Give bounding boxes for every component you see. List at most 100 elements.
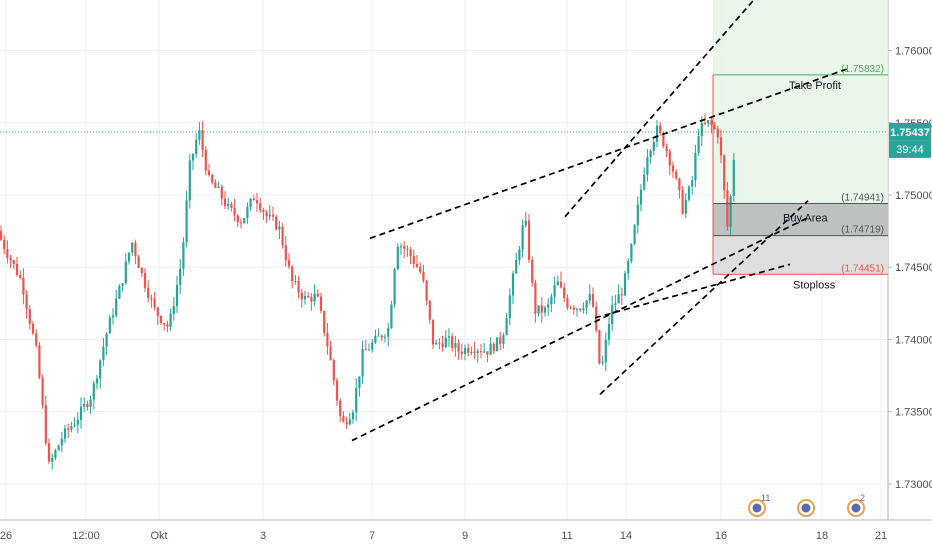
candle-body	[115, 298, 118, 316]
candle-body	[140, 268, 143, 274]
candle-body	[719, 137, 723, 156]
candle-body	[255, 200, 259, 204]
event-flag-icon	[851, 503, 861, 513]
price-badge-value: 1.75437	[890, 127, 930, 139]
candle-body	[297, 281, 300, 293]
y-tick-label: 1.75000	[895, 190, 932, 202]
candle-body	[627, 261, 630, 274]
candle-body	[505, 318, 508, 336]
trend-line[interactable]	[369, 67, 851, 240]
candle-body	[6, 249, 9, 258]
candle-body	[422, 271, 425, 281]
candle-body	[28, 309, 31, 324]
candle-body	[684, 199, 687, 214]
candle-body	[367, 349, 371, 351]
level-value-label: (1.74941)	[841, 193, 884, 204]
candle-body	[355, 388, 358, 413]
candle-body	[19, 275, 22, 278]
candle-body	[393, 269, 396, 305]
candle-body	[579, 308, 582, 311]
candle-body	[431, 319, 435, 345]
candle-body	[473, 351, 476, 353]
candle-body	[307, 296, 310, 298]
candle-body	[572, 307, 575, 310]
candle-body	[291, 266, 294, 282]
candle-body	[121, 283, 124, 286]
candle-body	[659, 125, 662, 134]
trend-line[interactable]	[599, 200, 809, 395]
y-tick-label: 1.73000	[895, 479, 932, 491]
x-tick-label: 21	[875, 530, 887, 542]
take-profit-label: Take Profit	[789, 80, 841, 92]
candle-body	[377, 335, 380, 337]
event-count: 2	[860, 493, 865, 503]
candle-body	[86, 403, 89, 408]
candle-body	[294, 281, 297, 283]
candle-body	[403, 246, 406, 249]
candle-body	[374, 335, 377, 343]
candle-body	[521, 225, 524, 250]
risk-zone	[713, 235, 888, 275]
candle-body	[515, 259, 518, 274]
candle-body	[700, 122, 703, 137]
candle-body	[598, 330, 601, 364]
candle-body	[15, 263, 19, 276]
candle-body	[51, 457, 54, 462]
level-value-label: (1.75832)	[841, 64, 884, 75]
candle-body	[671, 165, 675, 172]
candle-body	[214, 182, 217, 188]
candle-body	[182, 242, 185, 269]
candle-body	[652, 141, 655, 151]
candle-body	[575, 308, 579, 310]
candle-body	[524, 220, 527, 226]
candle-body	[729, 195, 732, 227]
trend-line[interactable]	[594, 263, 791, 319]
candle-body	[668, 151, 671, 166]
candle-body	[467, 348, 470, 353]
candle-body	[479, 351, 483, 353]
candle-body	[54, 450, 57, 458]
candle-body	[236, 215, 239, 223]
candle-body	[0, 231, 3, 240]
candle-body	[169, 313, 172, 327]
level-value-label: (1.74719)	[841, 225, 884, 236]
candle-body	[326, 332, 329, 347]
candle-body	[47, 443, 51, 462]
candle-body	[159, 315, 163, 324]
candle-body	[105, 333, 108, 347]
candle-body	[460, 351, 463, 354]
candle-body	[518, 249, 521, 260]
candle-body	[342, 416, 345, 422]
candle-body	[358, 376, 361, 389]
candle-body	[716, 128, 719, 138]
x-tick-label: 18	[816, 530, 828, 542]
candle-body	[73, 424, 76, 427]
candle-body	[249, 198, 252, 208]
candle-body	[726, 190, 729, 227]
candle-body	[723, 155, 726, 191]
candle-body	[217, 186, 220, 188]
candle-body	[703, 122, 707, 124]
candle-body	[678, 178, 681, 191]
candle-body	[108, 317, 111, 334]
candle-body	[201, 130, 204, 150]
candle-body	[83, 403, 86, 407]
candle-body	[435, 342, 438, 345]
candle-body	[143, 273, 147, 288]
candle-body	[614, 303, 617, 306]
candle-body	[537, 305, 540, 314]
y-tick-label: 1.76000	[895, 46, 932, 58]
candle-body	[387, 328, 390, 337]
candle-body	[262, 210, 265, 213]
candle-body	[67, 428, 70, 430]
candle-body	[278, 226, 281, 230]
countdown-badge	[889, 140, 931, 158]
candle-body	[710, 120, 713, 125]
candle-body	[111, 315, 115, 318]
candle-body	[351, 412, 355, 420]
trend-line[interactable]	[351, 215, 811, 442]
candle-body	[415, 263, 419, 267]
candle-body	[220, 186, 223, 199]
